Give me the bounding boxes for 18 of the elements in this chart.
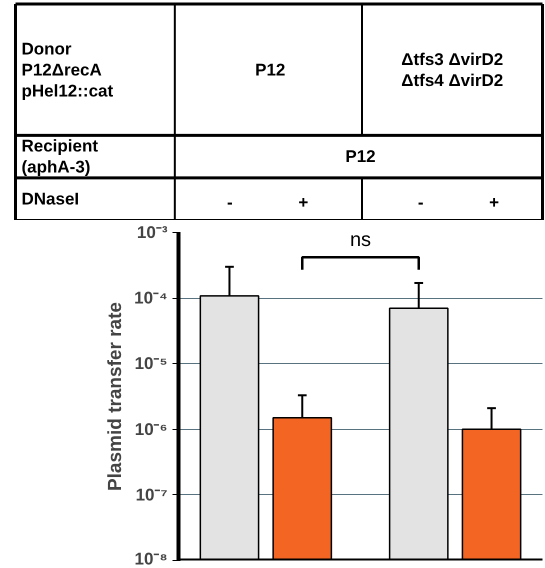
y-tick-label: 10⁻⁴ — [134, 288, 168, 308]
y-tick-label: 10⁻⁸ — [134, 550, 168, 568]
text: P12 — [345, 147, 376, 166]
text: DNaseI — [22, 190, 80, 209]
y-tick-label: 10⁻⁵ — [134, 354, 168, 374]
text: Δtfs3 ΔvirD2 Δtfs4 ΔvirD2 — [401, 50, 504, 90]
x-tick-label: - — [418, 193, 424, 212]
text: Donor P12ΔrecA pHel12::cat — [22, 40, 114, 100]
y-tick-label: 10⁻⁶ — [134, 420, 168, 439]
y-tick-label: 10⁻³ — [136, 223, 168, 242]
x-tick-label: + — [298, 193, 308, 212]
text: P12 — [255, 60, 286, 80]
annotation: ns — [350, 228, 372, 251]
x-tick-label: + — [489, 193, 500, 212]
text: Recipient (aphA-3) — [22, 136, 98, 177]
y-axis-title: Plasmid transfer rate — [105, 302, 126, 492]
y-tick-label: 10⁻⁷ — [136, 485, 168, 504]
x-tick-label: - — [227, 193, 233, 212]
